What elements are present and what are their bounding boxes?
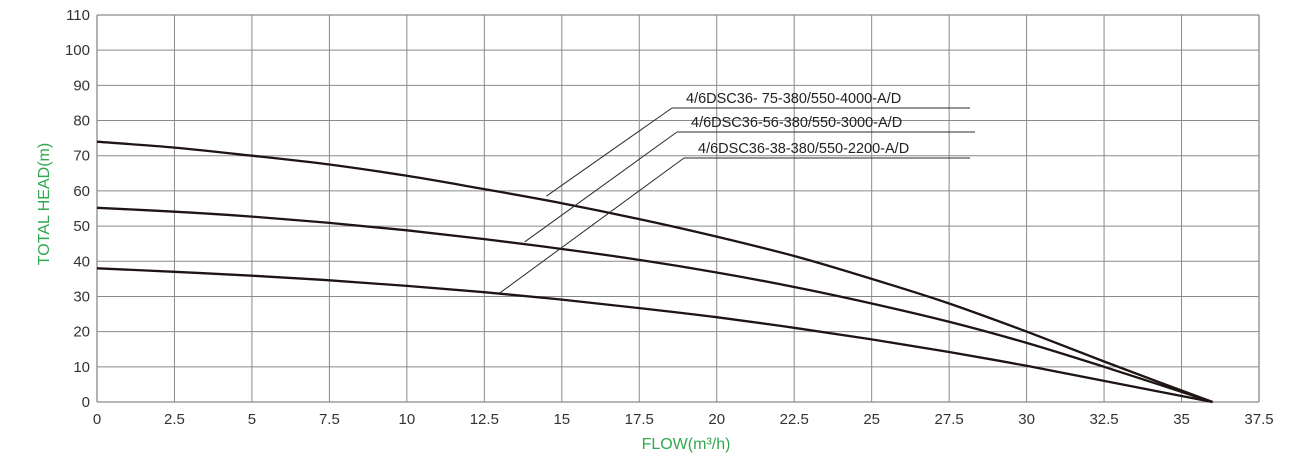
x-tick-label: 7.5 xyxy=(319,411,340,428)
x-tick-label: 22.5 xyxy=(780,411,809,428)
curve-label-group: 4/6DSC36-38-380/550-2200-A/D xyxy=(499,141,970,294)
x-tick-label: 30 xyxy=(1018,411,1035,428)
x-tick-label: 37.5 xyxy=(1244,411,1273,428)
curve-4000 xyxy=(96,140,1213,404)
curve-labels: 4/6DSC36- 75-380/550-4000-A/D 4/6DSC36-56… xyxy=(499,91,975,294)
x-axis-title: FLOW(m³/h) xyxy=(642,436,731,453)
curve-label: 4/6DSC36- 75-380/550-4000-A/D xyxy=(686,91,901,107)
curve-label-group: 4/6DSC36- 75-380/550-4000-A/D xyxy=(546,91,970,197)
performance-curves xyxy=(96,140,1213,404)
curve-label: 4/6DSC36-38-380/550-2200-A/D xyxy=(698,141,909,157)
chart-grid xyxy=(96,14,1260,403)
leader-line xyxy=(546,107,673,197)
x-tick-label: 15 xyxy=(553,411,570,428)
y-axis-title: TOTAL HEAD(m) xyxy=(36,143,53,265)
y-tick-label: 80 xyxy=(73,113,90,130)
y-tick-label: 90 xyxy=(73,77,90,94)
x-axis-tick-labels: 0 2.5 5 7.5 10 12.5 15 17.5 20 22.5 25 27.5 30 32.5 35… xyxy=(93,411,1274,428)
y-tick-label: 40 xyxy=(73,253,90,270)
y-axis-tick-labels: 0 10 20 30 40 50 60 70 80 90 100 110 xyxy=(65,7,90,411)
y-tick-label: 30 xyxy=(73,288,90,305)
y-tick-label: 100 xyxy=(65,42,90,59)
curve-3000 xyxy=(96,206,1213,404)
y-tick-label: 0 xyxy=(82,394,90,411)
y-tick-label: 70 xyxy=(73,148,90,165)
curve-label-group: 4/6DSC36-56-380/550-3000-A/D xyxy=(524,115,975,243)
y-tick-label: 50 xyxy=(73,218,90,235)
x-tick-label: 17.5 xyxy=(625,411,654,428)
leader-line xyxy=(499,157,685,294)
x-tick-label: 5 xyxy=(248,411,256,428)
x-tick-label: 32.5 xyxy=(1089,411,1118,428)
y-tick-label: 20 xyxy=(73,324,90,341)
y-tick-label: 60 xyxy=(73,183,90,200)
x-tick-label: 2.5 xyxy=(164,411,185,428)
leader-line xyxy=(524,131,678,243)
x-tick-label: 0 xyxy=(93,411,101,428)
y-tick-label: 10 xyxy=(73,359,90,376)
x-tick-label: 20 xyxy=(708,411,725,428)
x-tick-label: 10 xyxy=(399,411,416,428)
x-tick-label: 12.5 xyxy=(470,411,499,428)
x-tick-label: 27.5 xyxy=(935,411,964,428)
y-tick-label: 110 xyxy=(66,7,90,24)
curve-2200 xyxy=(96,267,1213,404)
x-tick-label: 35 xyxy=(1173,411,1190,428)
curve-label: 4/6DSC36-56-380/550-3000-A/D xyxy=(691,115,902,131)
x-tick-label: 25 xyxy=(863,411,880,428)
